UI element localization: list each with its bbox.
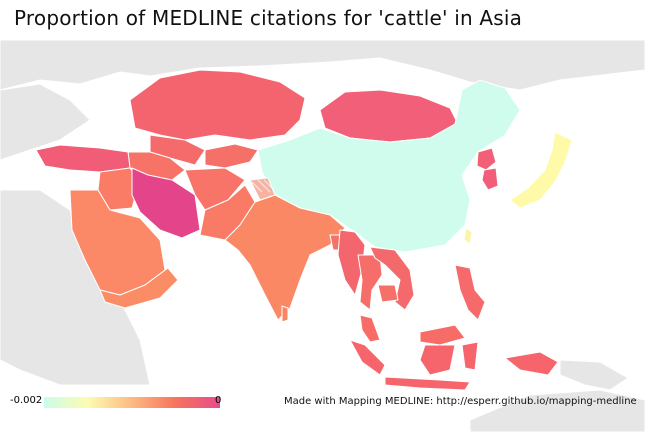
japan [509,131,573,209]
north-korea [476,147,497,171]
map-svg [0,40,645,432]
kazakhstan [129,69,306,141]
map-title: Proportion of MEDLINE citations for 'cat… [14,6,523,30]
png-land [559,359,629,391]
legend-min-label: -0.002 [10,395,43,406]
disputed-area-hatch [251,179,275,193]
myanmar [337,229,366,296]
legend-gradient-bar [44,397,220,408]
legend-max-label: 0 [215,395,222,406]
europe-land [0,83,91,161]
russia-land [0,40,645,91]
sri-lanka [281,305,289,323]
kashmir-disputed [249,177,276,201]
philippines [454,264,486,321]
taiwan [463,227,473,245]
credit-text: Made with Mapping MEDLINE: http://esperr… [284,396,637,407]
kyrgyzstan-tajikistan [204,143,259,169]
malaysia [359,314,466,346]
iran [131,167,201,239]
australia-land [469,389,645,432]
yemen-oman [99,267,179,309]
choropleth-map [0,40,645,432]
cambodia [377,284,399,303]
africa-land [0,189,151,386]
thailand [357,254,383,311]
countries [35,69,573,391]
turkey [35,144,131,173]
south-korea [481,167,499,191]
laos-vietnam [369,246,415,311]
indonesia [349,339,559,391]
background-land [0,40,645,432]
